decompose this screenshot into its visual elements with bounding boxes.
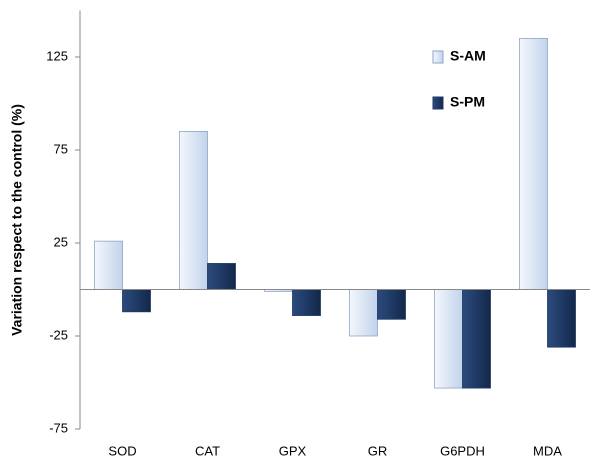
- legend-label: S-AM: [450, 48, 486, 64]
- y-tick-label: 75: [54, 141, 68, 156]
- y-tick-label: 125: [46, 48, 68, 63]
- y-tick-label: -25: [49, 327, 68, 342]
- bar: [547, 289, 576, 348]
- x-tick-label: MDA: [533, 443, 562, 458]
- bar: [122, 289, 151, 313]
- bar: [434, 289, 463, 389]
- bar: [519, 38, 548, 290]
- bar: [292, 289, 321, 316]
- bar: [207, 263, 236, 290]
- x-tick-label: CAT: [195, 443, 220, 458]
- legend-swatch: [432, 50, 444, 64]
- y-axis-label: Variation respect to the control (%): [9, 104, 25, 336]
- bar: [377, 289, 406, 320]
- x-tick-label: G6PDH: [440, 443, 485, 458]
- bar: [179, 130, 208, 290]
- legend-swatch: [432, 96, 444, 110]
- y-tick-label: 25: [54, 234, 68, 249]
- bar: [349, 289, 378, 337]
- x-tick-label: SOD: [108, 443, 136, 458]
- x-tick-label: GR: [368, 443, 388, 458]
- legend-label: S-PM: [450, 94, 485, 110]
- bar: [462, 289, 491, 389]
- y-tick-label: -75: [49, 420, 68, 435]
- x-tick-label: GPX: [279, 443, 307, 458]
- bar: [94, 240, 123, 290]
